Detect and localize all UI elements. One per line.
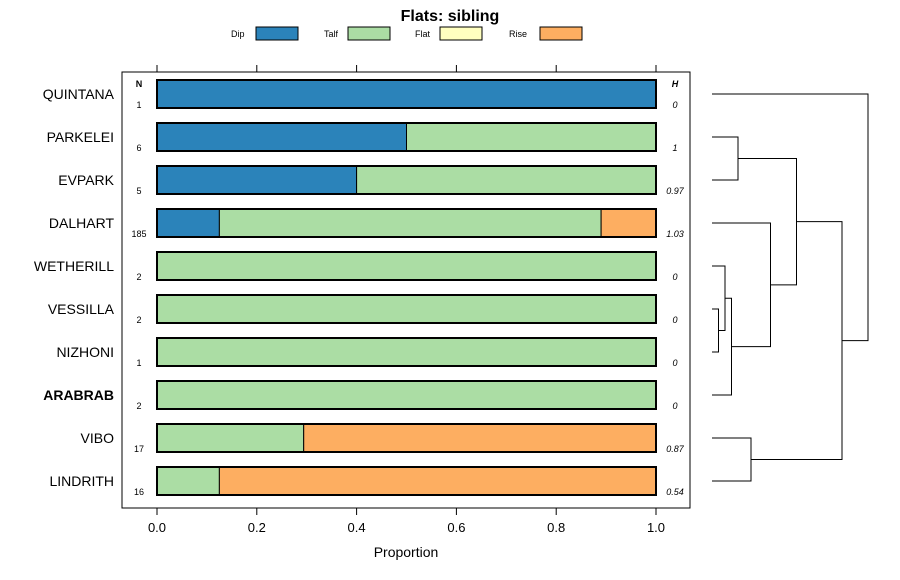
- row-label-lindrith: LINDRITH: [49, 473, 114, 489]
- bar-outline-nizhoni: [156, 337, 657, 367]
- row-label-wetherill: WETHERILL: [34, 258, 114, 274]
- bar-lindrith-talf: [156, 466, 220, 496]
- bar-dalhart-dip: [156, 208, 220, 238]
- bar-nizhoni-talf: [156, 337, 657, 367]
- bar-arabrab-talf: [156, 380, 657, 410]
- row-label-parkelei: PARKELEI: [47, 129, 114, 145]
- legend-label-flat: Flat: [415, 29, 431, 39]
- h-value-nizhoni: 0: [672, 358, 677, 368]
- h-value-vibo: 0.87: [666, 444, 685, 454]
- n-value-arabrab: 2: [136, 401, 141, 411]
- bar-outline-parkelei: [156, 122, 657, 152]
- plot-frame: [121, 71, 691, 509]
- dendrogram: [712, 93, 869, 482]
- row-label-vibo: VIBO: [81, 430, 115, 446]
- legend-swatch-rise: [539, 26, 583, 41]
- legend-label-talf: Talf: [324, 29, 339, 39]
- bar-vessilla-talf: [156, 294, 657, 324]
- h-header: H: [672, 79, 679, 89]
- h-value-parkelei: 1: [672, 143, 677, 153]
- dendrogram-branch-6: [738, 158, 797, 286]
- bar-lindrith-rise: [218, 466, 657, 496]
- dendrogram-branch-5: [712, 222, 771, 348]
- n-header: N: [136, 79, 143, 89]
- h-value-quintana: 0: [672, 100, 677, 110]
- h-value-wetherill: 0: [672, 272, 677, 282]
- dendrogram-branch-8: [712, 93, 869, 342]
- bar-wetherill-talf: [156, 251, 657, 281]
- bar-vibo-rise: [303, 423, 657, 453]
- legend-swatch-flat: [439, 26, 483, 41]
- row-label-quintana: QUINTANA: [43, 86, 115, 102]
- bars: [156, 79, 657, 496]
- x-tick-label-2: 0.4: [348, 520, 366, 535]
- n-value-nizhoni: 1: [136, 358, 141, 368]
- h-value-dalhart: 1.03: [666, 229, 684, 239]
- dendrogram-branch-3: [712, 136, 739, 181]
- n-value-evpark: 5: [136, 186, 141, 196]
- legend-swatch-dip: [255, 26, 299, 41]
- legend: Dip Talf Flat Rise: [231, 26, 583, 41]
- row-label-dalhart: DALHART: [49, 215, 115, 231]
- legend-label-dip: Dip: [231, 29, 245, 39]
- row-label-vessilla: VESSILLA: [48, 301, 115, 317]
- n-value-parkelei: 6: [136, 143, 141, 153]
- n-value-wetherill: 2: [136, 272, 141, 282]
- bar-parkelei-dip: [156, 122, 407, 152]
- bar-dalhart-rise: [600, 208, 657, 238]
- x-tick-label-4: 0.8: [547, 520, 565, 535]
- n-value-lindrith: 16: [134, 487, 144, 497]
- x-axis-label: Proportion: [374, 544, 439, 560]
- legend-label-rise: Rise: [509, 29, 527, 39]
- dendrogram-branch-4: [712, 437, 752, 482]
- x-tick-label-5: 1.0: [647, 520, 665, 535]
- h-value-lindrith: 0.54: [666, 487, 684, 497]
- n-value-vibo: 17: [134, 444, 144, 454]
- row-label-arabrab: ARABRAB: [43, 387, 114, 403]
- x-tick-label-1: 0.2: [248, 520, 266, 535]
- h-value-arabrab: 0: [672, 401, 677, 411]
- bar-outline-arabrab: [156, 380, 657, 410]
- h-value-vessilla: 0: [672, 315, 677, 325]
- bar-outline-dalhart: [156, 208, 657, 238]
- bar-quintana-dip: [156, 79, 657, 109]
- row-label-nizhoni: NIZHONI: [56, 344, 114, 360]
- x-axis: 0.0 0.2 0.4 0.6 0.8 1.0: [148, 65, 665, 535]
- chart-title: Flats: sibling: [401, 8, 500, 25]
- legend-swatch-talf: [347, 26, 391, 41]
- bar-parkelei-talf: [406, 122, 657, 152]
- bar-outline-quintana: [156, 79, 657, 109]
- dendrogram-branch-2: [712, 297, 732, 396]
- n-value-vessilla: 2: [136, 315, 141, 325]
- row-label-evpark: EVPARK: [58, 172, 114, 188]
- bar-dalhart-talf: [218, 208, 602, 238]
- bar-vibo-talf: [156, 423, 305, 453]
- n-value-quintana: 1: [136, 100, 141, 110]
- bar-outline-wetherill: [156, 251, 657, 281]
- bar-outline-vessilla: [156, 294, 657, 324]
- x-tick-label-3: 0.6: [447, 520, 465, 535]
- n-value-dalhart: 185: [131, 229, 146, 239]
- bar-evpark-talf: [356, 165, 657, 195]
- bar-outline-vibo: [156, 423, 657, 453]
- bar-outline-evpark: [156, 165, 657, 195]
- h-value-evpark: 0.97: [666, 186, 685, 196]
- x-tick-label-0: 0.0: [148, 520, 166, 535]
- bar-evpark-dip: [156, 165, 358, 195]
- row-labels: QUINTANA 1 0 PARKELEI 6 1 EVPARK 5 0.97 DALHART 18…: [34, 86, 685, 497]
- dendrogram-branch-0: [712, 308, 719, 353]
- bar-outline-lindrith: [156, 466, 657, 496]
